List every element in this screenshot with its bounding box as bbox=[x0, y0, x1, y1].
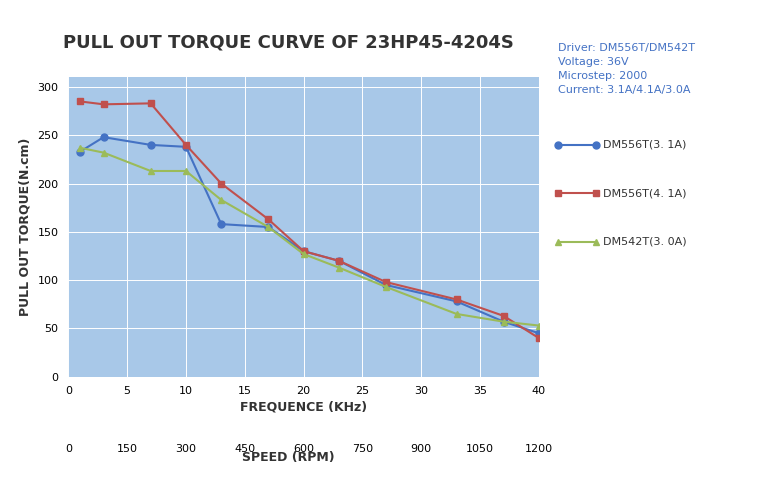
DM556T(4. 1A) bbox=[499, 313, 509, 319]
DM542T(3. 0A) bbox=[99, 150, 109, 156]
DM556T(3. 1A) bbox=[217, 221, 226, 227]
Line: DM542T(3. 0A): DM542T(3. 0A) bbox=[77, 144, 543, 329]
DM556T(3. 1A) bbox=[452, 298, 461, 304]
DM556T(3. 1A) bbox=[335, 258, 344, 264]
DM556T(4. 1A) bbox=[146, 100, 155, 106]
Line: DM556T(3. 1A): DM556T(3. 1A) bbox=[77, 134, 543, 337]
DM542T(3. 0A) bbox=[335, 265, 344, 270]
Text: Driver: DM556T/DM542T
Voltage: 36V
Microstep: 2000
Current: 3.1A/4.1A/3.0A: Driver: DM556T/DM542T Voltage: 36V Micro… bbox=[558, 43, 695, 96]
DM556T(4. 1A) bbox=[534, 335, 543, 341]
DM556T(3. 1A) bbox=[534, 330, 543, 336]
DM556T(3. 1A) bbox=[181, 144, 191, 150]
DM542T(3. 0A) bbox=[217, 197, 226, 203]
DM556T(4. 1A) bbox=[335, 258, 344, 264]
DM556T(3. 1A) bbox=[264, 224, 273, 230]
Text: DM556T(3. 1A): DM556T(3. 1A) bbox=[603, 140, 687, 150]
Text: SPEED (RPM): SPEED (RPM) bbox=[242, 451, 335, 464]
DM556T(3. 1A) bbox=[299, 248, 308, 254]
DM542T(3. 0A) bbox=[264, 224, 273, 230]
Text: DM556T(4. 1A): DM556T(4. 1A) bbox=[603, 188, 687, 198]
DM542T(3. 0A) bbox=[181, 168, 191, 174]
DM556T(3. 1A) bbox=[382, 282, 391, 288]
Y-axis label: PULL OUT TORQUE(N.cm): PULL OUT TORQUE(N.cm) bbox=[19, 138, 32, 316]
DM556T(3. 1A) bbox=[499, 319, 509, 325]
DM542T(3. 0A) bbox=[299, 251, 308, 257]
Text: PULL OUT TORQUE CURVE OF 23HP45-4204S: PULL OUT TORQUE CURVE OF 23HP45-4204S bbox=[63, 34, 514, 52]
DM556T(4. 1A) bbox=[452, 297, 461, 302]
DM556T(4. 1A) bbox=[299, 248, 308, 254]
DM542T(3. 0A) bbox=[146, 168, 155, 174]
DM542T(3. 0A) bbox=[76, 145, 85, 151]
DM556T(3. 1A) bbox=[76, 149, 85, 155]
DM556T(4. 1A) bbox=[217, 181, 226, 186]
DM556T(3. 1A) bbox=[99, 134, 109, 140]
X-axis label: FREQUENCE (KHz): FREQUENCE (KHz) bbox=[240, 400, 367, 413]
DM542T(3. 0A) bbox=[452, 311, 461, 317]
DM542T(3. 0A) bbox=[534, 323, 543, 328]
DM556T(4. 1A) bbox=[76, 99, 85, 104]
DM556T(4. 1A) bbox=[382, 279, 391, 285]
Text: DM542T(3. 0A): DM542T(3. 0A) bbox=[603, 237, 687, 246]
DM556T(4. 1A) bbox=[181, 142, 191, 148]
DM556T(4. 1A) bbox=[99, 101, 109, 107]
DM542T(3. 0A) bbox=[499, 319, 509, 325]
Line: DM556T(4. 1A): DM556T(4. 1A) bbox=[77, 98, 543, 341]
DM542T(3. 0A) bbox=[382, 284, 391, 290]
DM556T(3. 1A) bbox=[146, 142, 155, 148]
DM556T(4. 1A) bbox=[264, 216, 273, 222]
